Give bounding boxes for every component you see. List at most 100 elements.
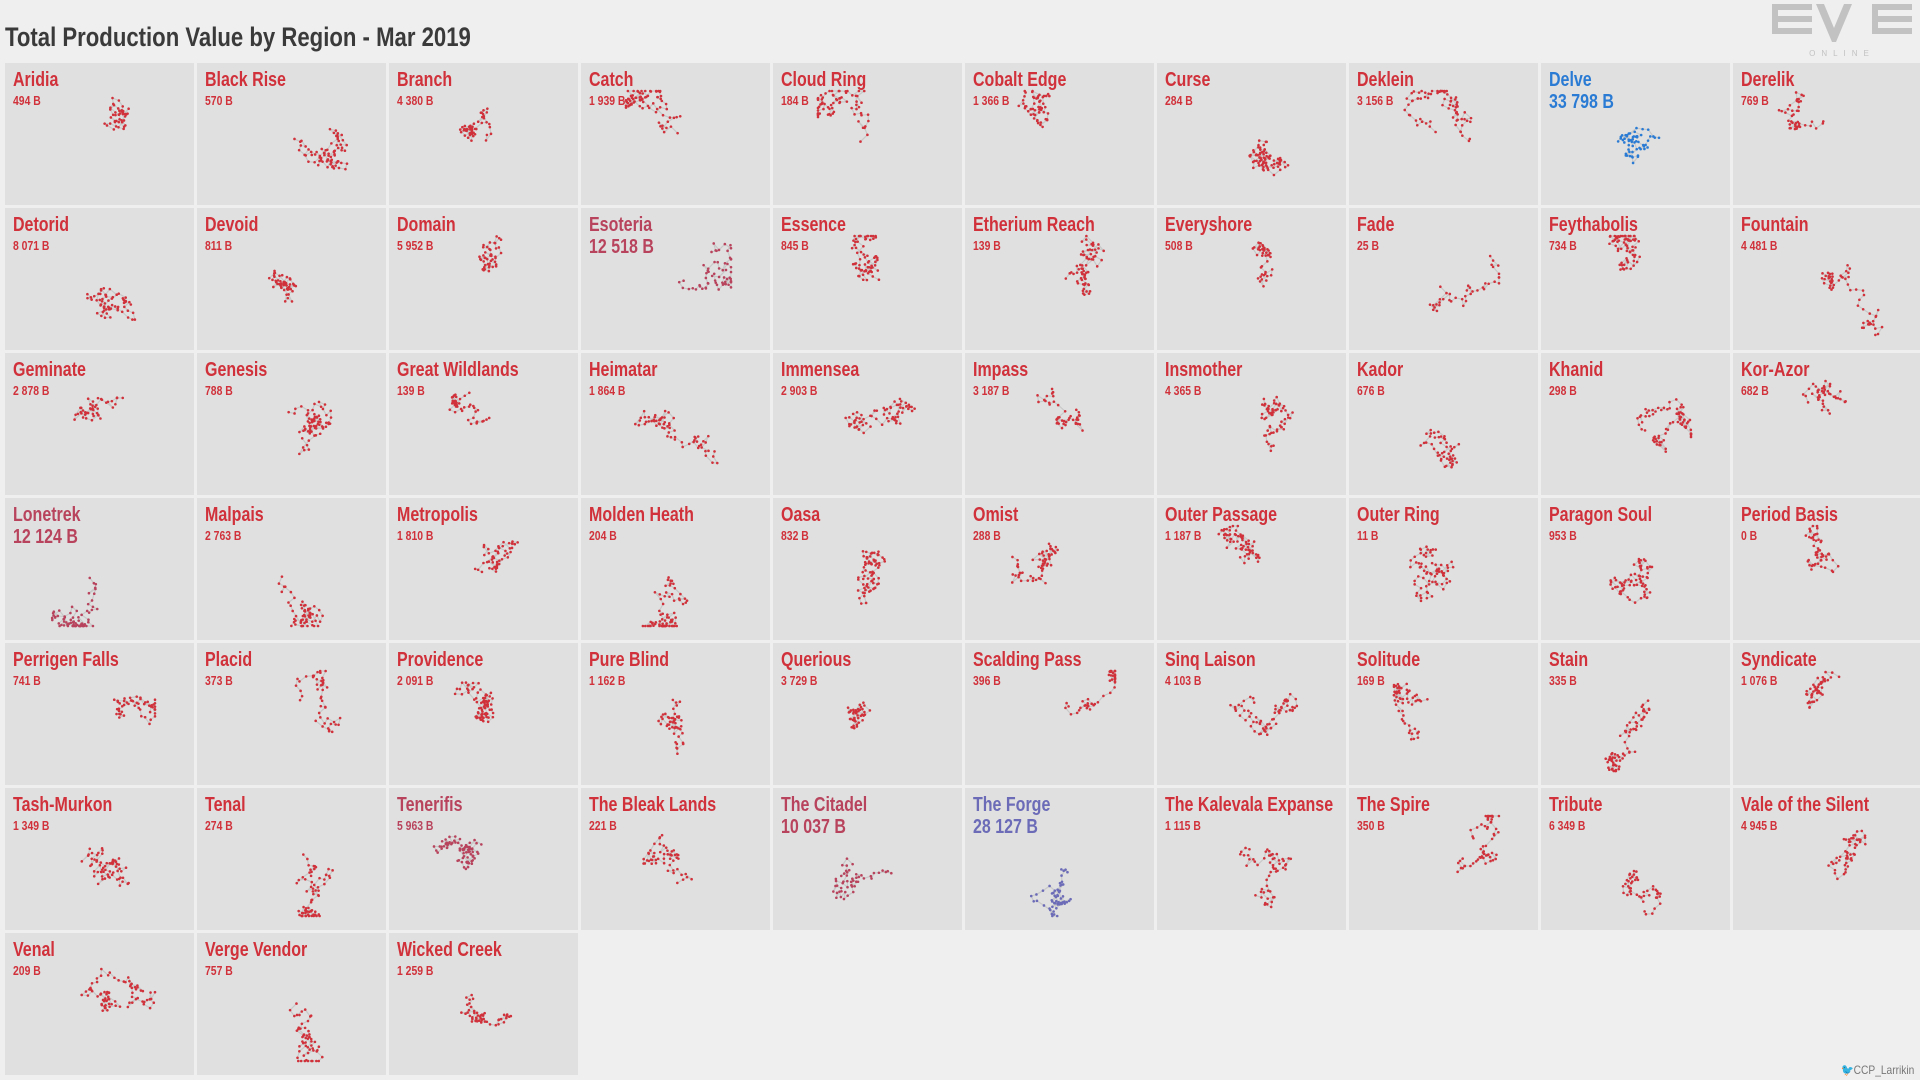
solar-system-dot	[1430, 442, 1434, 446]
solar-system-dot	[1270, 268, 1274, 271]
solar-system-dot	[1821, 272, 1824, 275]
solar-system-dot	[1255, 159, 1258, 163]
solar-system-dot	[1262, 143, 1266, 147]
solar-system-dot	[468, 131, 472, 135]
stargate-link	[1085, 235, 1094, 244]
solar-system-dot	[117, 292, 121, 295]
solar-system-dot	[1257, 241, 1260, 244]
solar-system-dot	[1674, 398, 1678, 401]
solar-system-dot	[1084, 264, 1088, 267]
solar-system-dot	[658, 106, 662, 109]
region-value: 788 B	[205, 383, 233, 398]
solar-system-dot	[882, 557, 886, 561]
solar-system-dot	[1633, 253, 1637, 257]
solar-system-dot	[1801, 393, 1805, 396]
solar-system-dot	[1064, 420, 1068, 424]
solar-system-dot	[1629, 239, 1632, 243]
region-map	[1419, 428, 1461, 469]
solar-system-dot	[677, 280, 681, 284]
solar-system-dot	[1637, 140, 1640, 144]
solar-system-dot	[1608, 235, 1612, 238]
solar-system-dot	[1247, 557, 1250, 560]
stargate-link	[648, 107, 657, 113]
region-panel: Perrigen Falls 741 B	[5, 643, 194, 785]
solar-system-dot	[821, 96, 825, 99]
solar-system-dot	[81, 416, 85, 419]
solar-system-dot	[872, 587, 875, 591]
solar-system-dot	[1038, 93, 1041, 97]
solar-system-dot	[1439, 457, 1443, 461]
solar-system-dot	[1861, 307, 1865, 311]
solar-system-dot	[1095, 251, 1098, 254]
solar-system-dot	[1616, 235, 1620, 238]
solar-system-dot	[1424, 441, 1428, 444]
solar-system-dot	[627, 104, 630, 108]
solar-system-dot	[1682, 419, 1686, 422]
solar-system-dot	[861, 126, 865, 130]
solar-system-dot	[666, 425, 669, 428]
solar-system-dot	[313, 160, 316, 164]
solar-system-dot	[1429, 428, 1433, 432]
solar-system-dot	[1662, 406, 1666, 410]
solar-system-dot	[287, 601, 290, 604]
solar-system-dot	[706, 267, 710, 270]
solar-system-dot	[866, 254, 869, 258]
solar-system-dot	[851, 94, 854, 97]
solar-system-dot	[1464, 299, 1468, 303]
solar-system-dot	[330, 142, 333, 145]
solar-system-dot	[1796, 120, 1800, 124]
solar-system-dot	[1810, 536, 1813, 540]
solar-system-dot	[1843, 400, 1847, 404]
solar-system-dot	[489, 259, 493, 263]
solar-system-dot	[1062, 419, 1066, 423]
solar-system-dot	[851, 412, 855, 416]
solar-system-dot	[1469, 292, 1472, 296]
solar-system-dot	[1405, 97, 1409, 100]
solar-system-dot	[1449, 445, 1452, 448]
solar-system-dot	[1457, 442, 1461, 446]
solar-system-dot	[298, 452, 301, 456]
region-name: Impass	[973, 359, 1029, 381]
solar-system-dot	[494, 247, 498, 250]
solar-system-dot	[1245, 542, 1248, 546]
solar-system-dot	[647, 415, 651, 419]
stargate-link	[99, 299, 105, 307]
solar-system-dot	[672, 611, 676, 615]
solar-system-dot	[461, 125, 464, 129]
solar-system-dot	[1038, 558, 1042, 561]
solar-system-dot	[1463, 294, 1467, 298]
solar-system-dot	[1668, 422, 1672, 425]
solar-system-dot	[1081, 267, 1084, 271]
solar-system-dot	[1445, 581, 1449, 585]
region-name: Geminate	[13, 359, 86, 381]
solar-system-dot	[111, 295, 115, 299]
stargate-link	[860, 134, 868, 143]
solar-system-dot	[1439, 441, 1442, 445]
solar-system-dot	[1231, 524, 1235, 528]
solar-system-dot	[450, 402, 454, 405]
solar-system-dot	[318, 159, 321, 163]
solar-system-dot	[326, 158, 329, 161]
solar-system-dot	[1443, 97, 1446, 101]
solar-system-dot	[488, 262, 491, 265]
solar-system-dot	[1021, 571, 1024, 574]
solar-system-dot	[1456, 118, 1459, 122]
region-name: Devoid	[205, 214, 259, 236]
solar-system-dot	[1823, 393, 1827, 397]
solar-system-dot	[663, 594, 667, 598]
solar-system-dot	[315, 415, 318, 419]
solar-system-dot	[1081, 282, 1085, 286]
solar-system-dot	[306, 609, 310, 612]
solar-system-dot	[1272, 166, 1275, 169]
solar-system-dot	[710, 274, 714, 278]
solar-system-dot	[729, 246, 733, 250]
solar-system-dot	[1438, 297, 1442, 301]
solar-system-dot	[1262, 397, 1266, 401]
solar-system-dot	[869, 234, 873, 238]
solar-system-dot	[1419, 551, 1423, 555]
region-name: Curse	[1165, 69, 1211, 91]
solar-system-dot	[320, 147, 324, 151]
solar-system-dot	[837, 89, 841, 93]
solar-system-dot	[1029, 107, 1033, 111]
solar-system-dot	[876, 582, 879, 586]
